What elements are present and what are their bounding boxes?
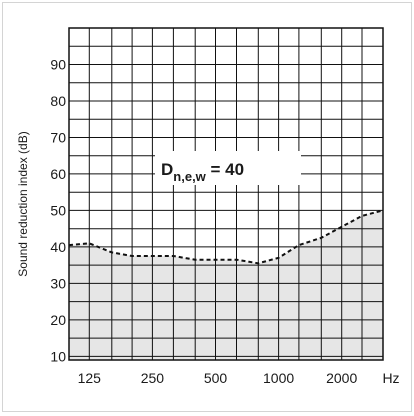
y-tick-label: 40	[50, 239, 66, 255]
y-tick-label: 10	[50, 348, 66, 364]
y-tick-label: 80	[50, 93, 66, 109]
x-tick-label: 250	[141, 370, 165, 386]
y-tick-label: 70	[50, 130, 66, 146]
x-tick-label: 1000	[263, 370, 294, 386]
x-unit-label: Hz	[382, 370, 399, 386]
chart-svg: 10 20 30 40 50 60 70 80 90 125 250 500 1000 2000 Hz Sou…	[16, 27, 400, 386]
y-tick-label: 90	[50, 57, 66, 73]
y-tick-label: 60	[50, 166, 66, 182]
x-tick-label: 2000	[326, 370, 357, 386]
rating-annotation: Dn,e,w = 40	[161, 160, 244, 184]
y-axis-label: Sound reduction index (dB)	[16, 131, 30, 276]
plot-border	[68, 27, 384, 361]
y-tick-label: 20	[50, 312, 66, 328]
x-tick-label: 125	[78, 370, 102, 386]
area-fill	[69, 210, 383, 360]
chart-frame: 10 20 30 40 50 60 70 80 90 125 250 500 1000 2000 Hz Sou…	[2, 2, 412, 412]
x-tick-label: 500	[204, 370, 228, 386]
rating-box	[155, 151, 301, 185]
y-tick-label: 50	[50, 202, 66, 218]
y-tick-label: 30	[50, 275, 66, 291]
